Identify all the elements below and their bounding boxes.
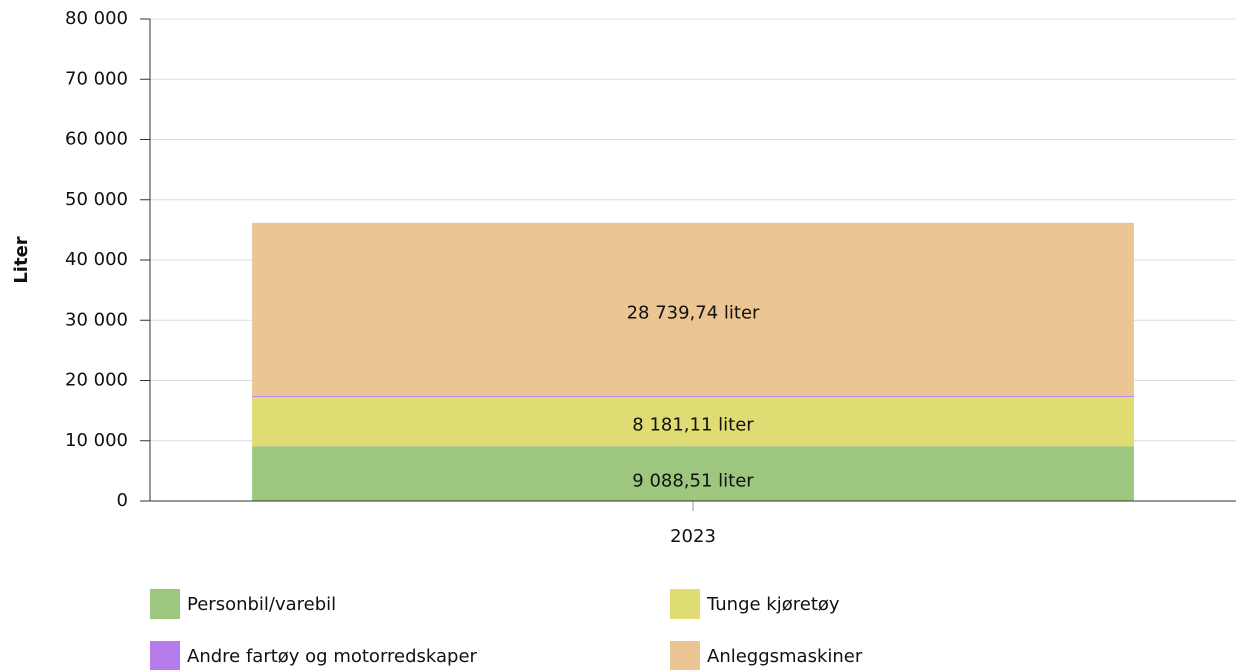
- bar-segment: [252, 396, 1134, 397]
- legend-label: Anleggsmaskiner: [707, 646, 863, 667]
- legend-swatch: [670, 589, 700, 619]
- y-tick-label: 80 000: [65, 8, 128, 29]
- y-tick-label: 60 000: [65, 129, 128, 150]
- bar-segment: [252, 396, 1134, 447]
- y-tick-label: 70 000: [65, 68, 128, 89]
- data-label: 8 181,11 liter: [632, 415, 754, 436]
- y-tick-label: 0: [117, 490, 128, 511]
- legend-label: Andre fartøy og motorredskaper: [187, 646, 478, 667]
- data-label: 28 739,74 liter: [627, 302, 760, 323]
- legend-label: Personbil/varebil: [187, 594, 336, 615]
- y-tick-label: 50 000: [65, 189, 128, 210]
- data-label: 9 088,51 liter: [632, 471, 754, 492]
- y-axis-label: Liter: [11, 236, 32, 283]
- bar-segment: [252, 222, 1134, 397]
- legend-swatch: [670, 641, 700, 670]
- x-tick-label: 2023: [670, 526, 716, 547]
- y-tick-label: 10 000: [65, 430, 128, 451]
- bar-segment: [252, 446, 1134, 501]
- y-tick-label: 30 000: [65, 309, 128, 330]
- legend-swatch: [150, 641, 180, 670]
- legend-swatch: [150, 589, 180, 619]
- y-tick-label: 20 000: [65, 370, 128, 391]
- legend-label: Tunge kjøretøy: [706, 594, 840, 615]
- y-tick-label: 40 000: [65, 249, 128, 270]
